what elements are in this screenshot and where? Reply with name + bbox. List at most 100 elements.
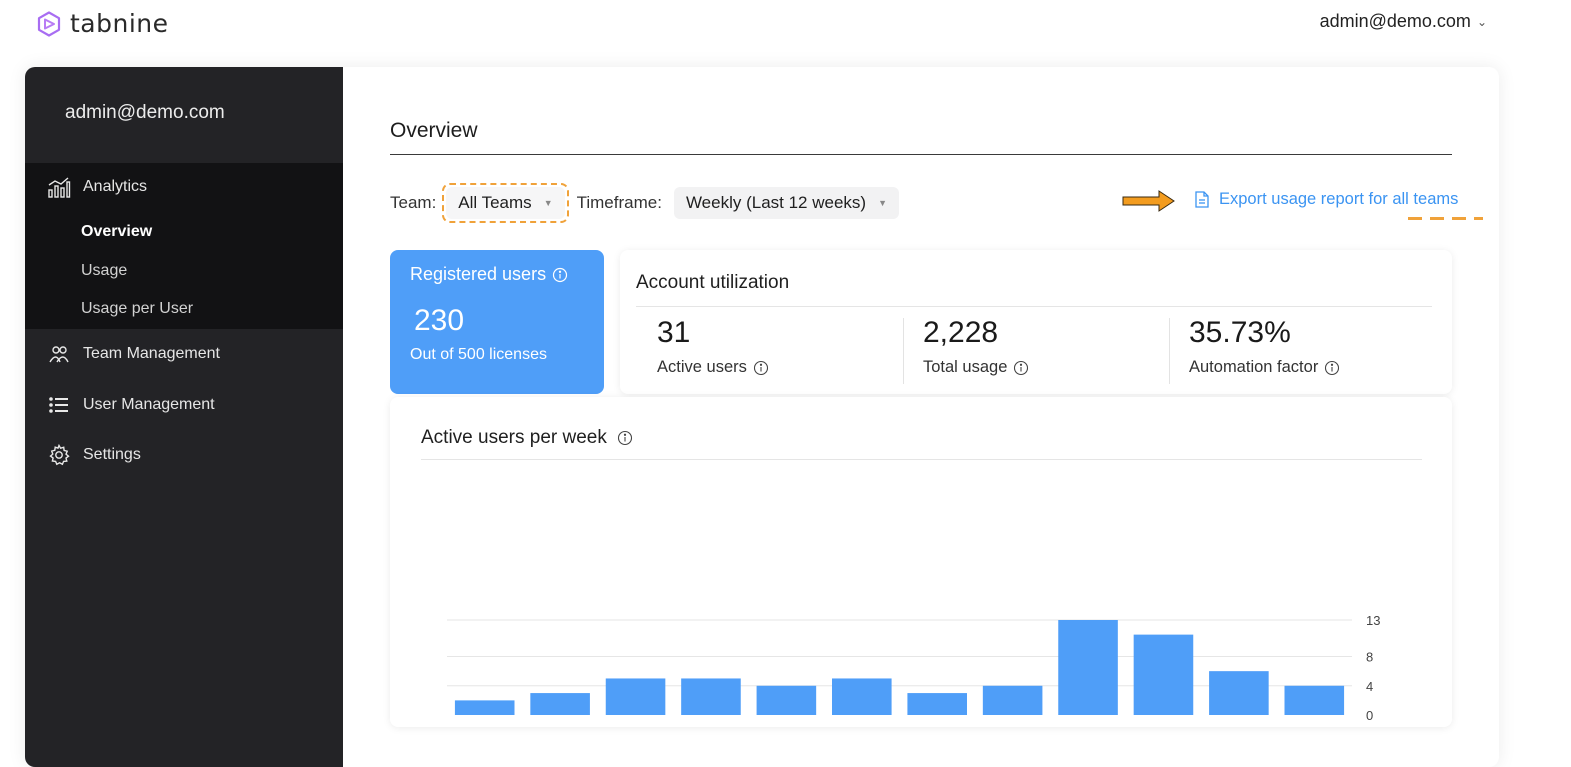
app-card: admin@demo.com Analytics Overview Usage … xyxy=(25,67,1499,767)
brand-name: tabnine xyxy=(70,9,169,38)
bar xyxy=(982,685,1043,715)
caret-down-icon: ▼ xyxy=(543,198,553,208)
brand-logo[interactable]: tabnine xyxy=(37,9,169,38)
x-tick-label: 27 May xyxy=(1065,724,1111,727)
bar xyxy=(681,678,741,715)
x-tick-label: 8 Apr xyxy=(544,724,577,727)
chart-title-row: Active users per week xyxy=(421,427,633,449)
bar xyxy=(1133,634,1194,715)
bar xyxy=(454,700,515,715)
arrow-right-icon xyxy=(1122,190,1175,212)
main-content: Overview Team: All Teams ▼ Timeframe: We… xyxy=(343,67,1499,767)
active-users-chart-card: Active users per week 0 4 8 13 1 Apr 8 Apr 15 … xyxy=(390,397,1452,727)
x-tick-label: 13 May xyxy=(914,724,960,727)
team-label: Team: xyxy=(390,193,437,212)
bar xyxy=(756,685,817,715)
metric-label-row: Active users xyxy=(657,358,769,377)
chart-divider xyxy=(421,459,1422,460)
annotation-underline xyxy=(1408,217,1483,220)
sidebar-user: admin@demo.com xyxy=(65,102,225,123)
metric-value: 2,228 xyxy=(923,316,999,349)
metric-value: 31 xyxy=(657,316,691,349)
document-icon xyxy=(1195,191,1209,208)
bar xyxy=(832,678,892,715)
page-title: Overview xyxy=(390,119,478,142)
sidebar-item-analytics[interactable]: Analytics xyxy=(47,175,147,199)
x-tick-label: 1 Apr xyxy=(468,724,501,727)
x-tick-label: 17 Jun xyxy=(1293,724,1335,727)
metric-total-usage: 2,228 Total usage xyxy=(923,316,1029,382)
team-select-highlight: All Teams ▼ xyxy=(442,183,569,223)
sidebar-item-settings[interactable]: Settings xyxy=(47,443,141,467)
tabnine-logo-icon xyxy=(37,10,61,37)
metric-divider xyxy=(903,318,904,384)
sidebar-item-team-management-label: Team Management xyxy=(83,345,220,362)
analytics-icon xyxy=(47,175,71,199)
account-utilization-title: Account utilization xyxy=(636,272,790,293)
metric-value: 35.73% xyxy=(1189,316,1291,349)
sidebar-item-settings-label: Settings xyxy=(83,446,141,463)
x-tick-label: 29 Apr xyxy=(766,724,807,727)
account-menu[interactable]: admin@demo.com ⌄ xyxy=(1320,11,1487,32)
info-icon[interactable] xyxy=(552,267,568,283)
metric-label-row: Total usage xyxy=(923,358,1029,377)
team-select[interactable]: All Teams ▼ xyxy=(446,187,565,219)
info-icon[interactable] xyxy=(753,360,769,376)
chevron-down-icon: ⌄ xyxy=(1476,14,1487,29)
caret-down-icon: ▼ xyxy=(878,198,888,208)
x-tick-label: 15 Apr xyxy=(615,724,656,727)
x-tick-label: 3 Jun xyxy=(1146,724,1180,727)
metric-divider xyxy=(1169,318,1170,384)
timeframe-select-value: Weekly (Last 12 weeks) xyxy=(685,193,867,212)
team-icon xyxy=(47,342,71,366)
timeframe-label: Timeframe: xyxy=(576,193,662,212)
account-email: admin@demo.com xyxy=(1319,11,1471,31)
metric-active-users: 31 Active users xyxy=(657,316,769,382)
metric-automation-factor: 35.73% Automation factor xyxy=(1189,316,1340,382)
info-icon[interactable] xyxy=(1324,360,1340,376)
y-tick-label: 0 xyxy=(1366,708,1373,723)
registered-users-card: Registered users 230 Out of 500 licenses xyxy=(390,250,604,394)
x-tick-label: 20 May xyxy=(990,724,1036,727)
bar xyxy=(1058,620,1118,715)
filter-bar: Team: All Teams ▼ Timeframe: Weekly (Las… xyxy=(390,183,900,223)
registered-users-title: Registered users xyxy=(410,264,547,284)
analytics-group xyxy=(25,163,343,329)
metric-label: Total usage xyxy=(923,358,1008,376)
timeframe-select[interactable]: Weekly (Last 12 weeks) ▼ xyxy=(673,187,900,219)
metric-label: Active users xyxy=(657,358,747,376)
bar-chart: 0 4 8 13 1 Apr 8 Apr 15 Apr 22 Apr 29 Apr 6 May 13… xyxy=(447,613,1380,727)
metric-label-row: Automation factor xyxy=(1189,358,1340,377)
sidebar: admin@demo.com Analytics Overview Usage … xyxy=(25,67,343,767)
bar xyxy=(1209,671,1269,715)
x-tick-label: 10 Jun xyxy=(1218,724,1260,727)
title-divider xyxy=(390,154,1452,155)
info-icon[interactable] xyxy=(1013,360,1029,376)
registered-users-title-row: Registered users xyxy=(410,264,568,285)
sidebar-item-team-management[interactable]: Team Management xyxy=(47,342,220,366)
y-tick-label: 8 xyxy=(1366,650,1373,665)
bar xyxy=(907,693,967,715)
list-icon xyxy=(47,393,71,417)
info-icon[interactable] xyxy=(617,430,633,446)
sidebar-item-analytics-label: Analytics xyxy=(83,178,148,195)
x-tick-label: 22 Apr xyxy=(691,724,732,727)
export-report-link[interactable]: Export usage report for all teams xyxy=(1195,190,1458,209)
y-tick-label: 13 xyxy=(1366,613,1380,628)
sidebar-item-usage[interactable]: Usage xyxy=(81,262,128,279)
utilization-divider xyxy=(636,306,1432,307)
sidebar-item-user-management[interactable]: User Management xyxy=(47,393,215,417)
x-tick-label: 6 May xyxy=(843,724,881,727)
bar xyxy=(605,678,666,715)
account-utilization-card: Account utilization 31 Active users 2,22… xyxy=(620,250,1452,394)
sidebar-item-usage-per-user[interactable]: Usage per User xyxy=(81,300,194,317)
bar xyxy=(530,693,590,715)
sidebar-item-user-management-label: User Management xyxy=(83,396,215,413)
gear-icon xyxy=(47,443,71,467)
team-select-value: All Teams xyxy=(458,193,532,212)
sidebar-item-overview[interactable]: Overview xyxy=(81,223,153,240)
export-report-label: Export usage report for all teams xyxy=(1219,190,1459,208)
top-bar: tabnine admin@demo.com ⌄ xyxy=(0,0,1571,48)
registered-users-value: 230 xyxy=(414,304,465,337)
chart-title: Active users per week xyxy=(421,427,607,448)
